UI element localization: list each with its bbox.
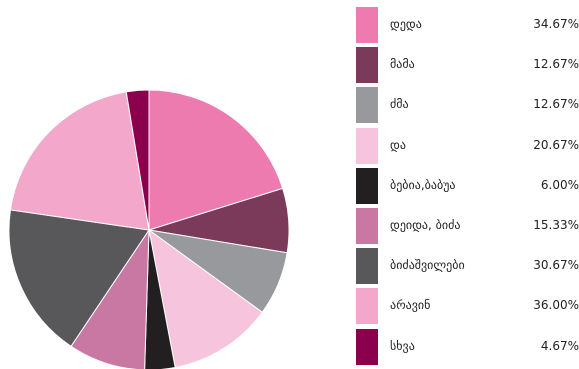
legend-item: სხვა 4.67% <box>356 328 579 365</box>
legend-swatch <box>356 87 378 124</box>
legend-value: 30.67% <box>533 258 579 273</box>
legend-label: დეიდა, ბიძა <box>390 217 461 232</box>
legend-swatch <box>356 207 378 244</box>
legend-item: ბებია,ბაბუა 6.00% <box>356 167 579 204</box>
legend-label: ბიძაშვილები <box>390 258 465 273</box>
legend-swatch <box>356 127 378 164</box>
legend-swatch <box>356 328 378 365</box>
legend-label: დედა <box>390 17 422 31</box>
legend-value: 20.67% <box>533 137 579 152</box>
legend-label: სხვა <box>390 338 415 353</box>
legend-item: და 20.67% <box>356 127 579 164</box>
legend-value: 12.67% <box>533 57 579 72</box>
legend-swatch <box>356 167 378 204</box>
pie-slice <box>148 89 284 231</box>
legend-label: ბებია,ბაბუა <box>390 177 456 192</box>
legend-item: ბიძაშვილები 30.67% <box>356 248 579 285</box>
legend-item: დეიდა, ბიძა 15.33% <box>356 207 579 244</box>
legend-value: 4.67% <box>540 338 579 353</box>
pie-slice <box>9 91 150 231</box>
legend-item: ძმა 12.67% <box>356 87 579 124</box>
legend-item: მამა 12.67% <box>356 47 579 84</box>
pie-slice <box>8 209 150 347</box>
legend-label: და <box>390 137 406 152</box>
pie-chart <box>8 89 290 369</box>
legend-label: მამა <box>390 57 415 72</box>
pie-slice <box>125 89 150 231</box>
legend-value: 34.67% <box>533 17 579 31</box>
legend-item: დედა 34.67% <box>356 7 579 43</box>
legend-label: არავინ <box>390 298 431 313</box>
legend-value: 15.33% <box>533 217 579 232</box>
legend-item: არავინ 36.00% <box>356 288 579 325</box>
legend-label: ძმა <box>390 97 409 112</box>
legend-swatch <box>356 248 378 285</box>
pie-slice <box>148 228 263 369</box>
legend-swatch <box>356 47 378 84</box>
pie-slice <box>144 229 176 369</box>
legend-value: 36.00% <box>533 298 579 313</box>
legend-swatch <box>356 7 378 43</box>
legend-swatch <box>356 288 378 325</box>
legend-value: 6.00% <box>540 177 579 192</box>
legend-value: 12.67% <box>533 97 579 112</box>
legend: დედა 34.67% მამა 12.67% ძმა 12.67% და 20… <box>356 7 579 369</box>
